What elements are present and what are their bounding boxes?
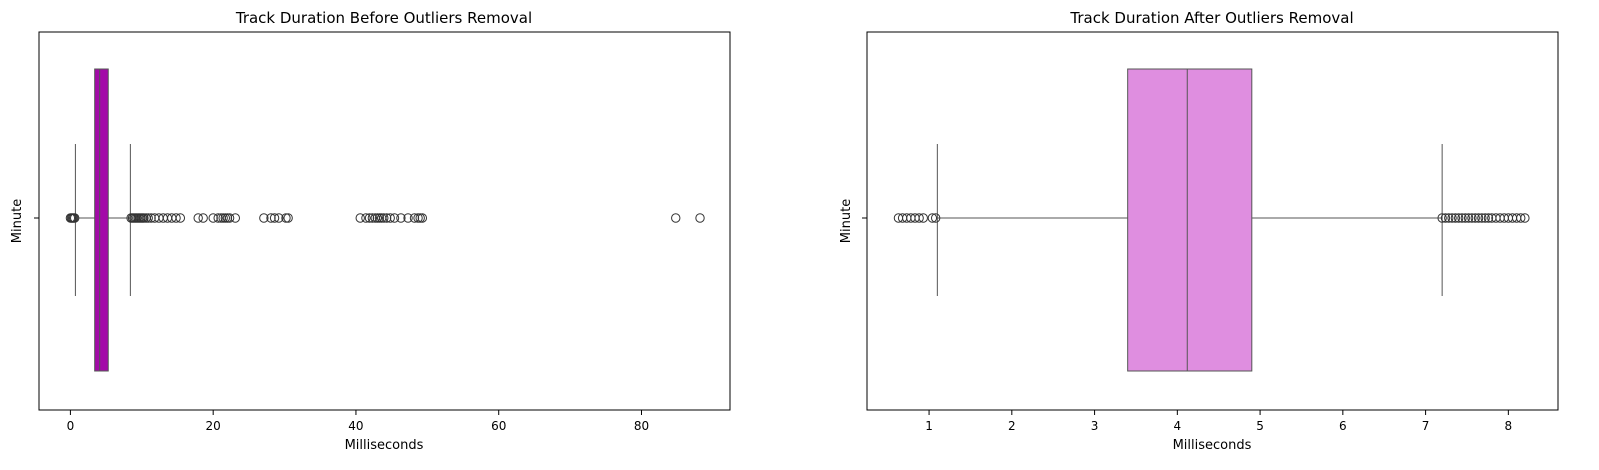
outlier-point: [1444, 213, 1454, 223]
iqr-box: [94, 68, 109, 372]
outlier-point: [409, 213, 420, 223]
outlier-point: [1477, 213, 1487, 223]
y-tick-label: Minute: [10, 199, 25, 243]
x-tick-label: 5: [1256, 419, 1264, 433]
outlier-point: [1453, 213, 1464, 223]
outlier-point: [1440, 213, 1451, 223]
outlier-point: [1483, 213, 1494, 223]
plot-frame: [38, 31, 731, 411]
outlier-point: [695, 213, 705, 223]
outlier-point: [259, 213, 269, 223]
x-tick-label: 2: [1008, 419, 1016, 433]
outlier-point: [1467, 213, 1477, 223]
chart-panel-1: Track Duration Before Outliers Removal M…: [10, 9, 731, 453]
x-tick-label: 80: [634, 419, 649, 433]
chart-title: Track Duration Before Outliers Removal: [235, 9, 532, 27]
outlier-point: [222, 213, 233, 223]
outlier-point: [918, 213, 928, 223]
outlier-point: [1470, 213, 1480, 223]
x-tick-label: 7: [1422, 419, 1430, 433]
box-marks: [893, 68, 1530, 372]
outlier-point: [367, 213, 378, 223]
x-tick-label: 20: [206, 419, 221, 433]
outlier-point: [274, 213, 284, 223]
outlier-point: [1450, 213, 1461, 223]
x-tick-label: 0: [67, 419, 75, 433]
outlier-point: [671, 213, 681, 223]
x-axis-label: Milliseconds: [345, 438, 424, 453]
outlier-point: [1457, 213, 1467, 223]
chart-title: Track Duration After Outliers Removal: [1069, 9, 1353, 27]
x-tick-label: 60: [491, 419, 506, 433]
outlier-point: [143, 213, 153, 223]
chart-panel-2: Track Duration After Outliers Removal Mi…: [839, 9, 1559, 453]
outlier-point: [193, 213, 203, 223]
outlier-point: [385, 213, 395, 223]
outlier-point: [281, 213, 291, 223]
box-marks: [65, 68, 705, 372]
outlier-point: [413, 213, 423, 223]
outlier-point: [220, 213, 231, 223]
outlier-point: [1437, 213, 1447, 223]
x-tick-label: 3: [1091, 419, 1099, 433]
outlier-point: [230, 213, 241, 223]
outlier-point: [396, 213, 406, 223]
outlier-point: [208, 213, 218, 223]
outlier-point: [198, 213, 208, 223]
outlier-point: [283, 213, 293, 223]
x-axis-label: Milliseconds: [1173, 438, 1252, 453]
x-axis-ticks: 0 20 40 60 80: [67, 410, 649, 433]
outlier-point: [1480, 213, 1490, 223]
outlier-point: [403, 213, 413, 223]
x-tick-label: 8: [1505, 419, 1513, 433]
outlier-point: [417, 213, 428, 223]
outlier-point: [930, 213, 941, 223]
iqr-box: [1127, 68, 1253, 372]
outlier-point: [381, 213, 392, 223]
x-tick-label: 6: [1339, 419, 1347, 433]
outlier-point: [69, 213, 80, 223]
plot-frame: [866, 31, 1559, 411]
outlier-point: [171, 213, 181, 223]
outlier-point: [224, 213, 235, 223]
x-axis-ticks: 1 2 3 4 5 6 7 8: [925, 410, 1512, 433]
outlier-point: [1460, 213, 1471, 223]
outlier-point: [361, 213, 371, 223]
outlier-point: [269, 213, 280, 223]
outlier-point: [1463, 213, 1474, 223]
outlier-point: [374, 213, 385, 223]
outlier-point: [218, 213, 228, 223]
outlier-point: [1473, 213, 1484, 223]
outlier-point: [364, 213, 375, 223]
y-tick-label: Minute: [839, 199, 854, 243]
x-tick-label: 40: [348, 419, 363, 433]
outlier-point: [139, 213, 149, 223]
x-tick-label: 4: [1174, 419, 1182, 433]
outlier-point: [266, 213, 276, 223]
outlier-point: [927, 213, 938, 223]
outlier-point: [914, 213, 924, 223]
outlier-point: [1516, 213, 1526, 223]
outlier-point: [213, 213, 223, 223]
outlier-point: [379, 213, 389, 223]
outlier-point: [389, 213, 400, 223]
outlier-point: [175, 213, 186, 223]
outlier-point: [1520, 213, 1530, 223]
outlier-point: [415, 213, 425, 223]
x-tick-label: 1: [925, 419, 933, 433]
outlier-point: [1447, 213, 1457, 223]
outlier-point: [372, 213, 383, 223]
outlier-point: [146, 213, 156, 223]
outlier-point: [355, 213, 365, 223]
